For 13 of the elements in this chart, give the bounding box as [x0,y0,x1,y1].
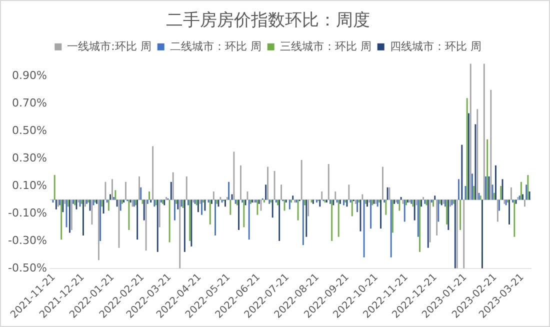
y-tick-label: 0.30% [12,151,47,164]
legend-label: 四线城市：环比 周 [390,40,482,53]
y-tick-label: -0.30% [8,234,47,247]
legend-label: 一线城市:环比 周 [67,40,152,53]
legend-label: 二线城市：环比 周 [170,40,262,53]
y-tick-label: 0.50% [12,124,47,137]
y-tick-label: 0.90% [12,68,47,82]
chart-title: 二手房房价指数环比：周度 [166,10,370,31]
y-tick-label: -0.10% [8,206,47,220]
y-tick-label: 0.10% [12,178,47,192]
y-tick-label: 0.70% [12,96,47,110]
legend-label: 三线城市：环比 周 [280,40,372,53]
y-tick-label: -0.50% [8,261,47,274]
